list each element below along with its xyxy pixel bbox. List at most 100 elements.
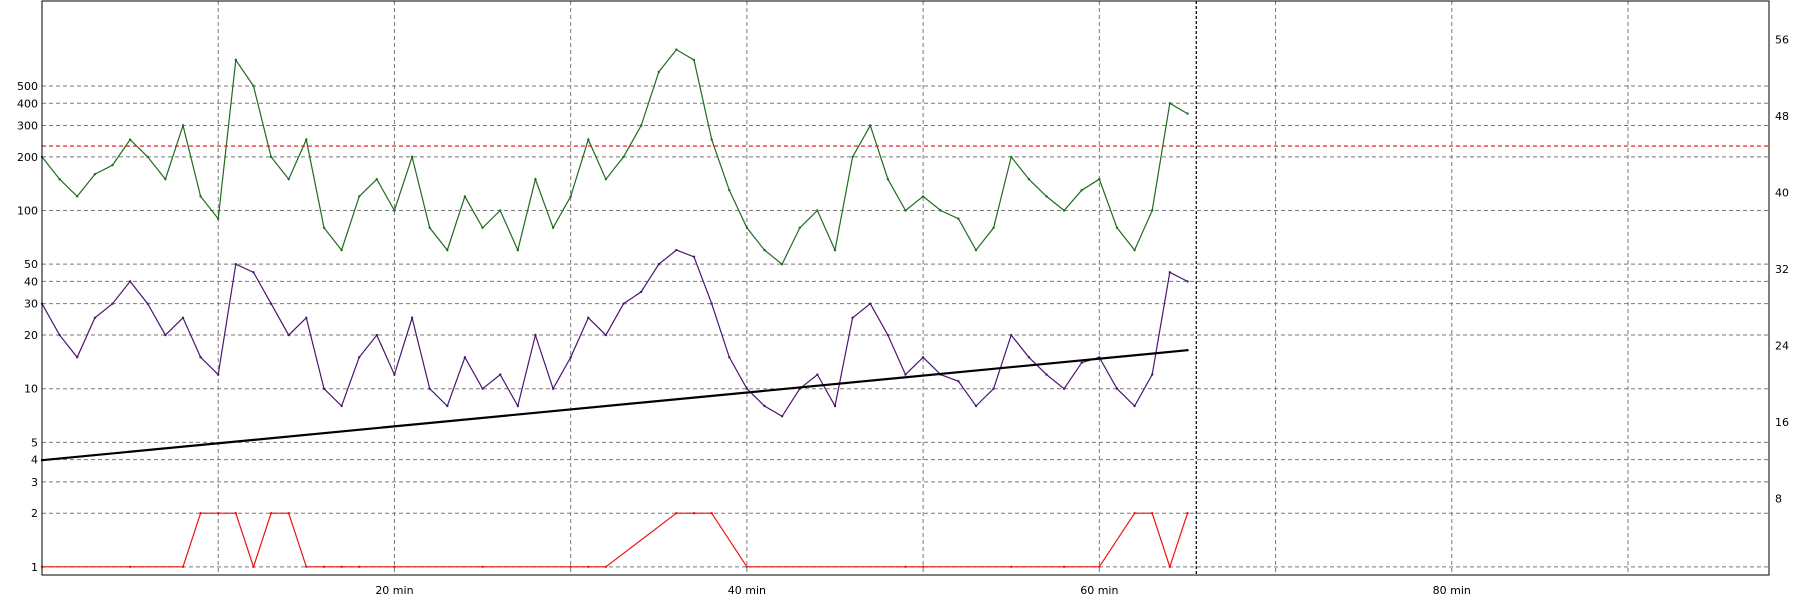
series-point-1 <box>322 387 326 390</box>
series-point-1 <box>128 280 132 283</box>
series-point-1 <box>1045 373 1048 376</box>
series-point-0 <box>974 248 978 252</box>
y-left-tick-label: 100 <box>17 205 38 218</box>
series-line-1 <box>41 249 1188 418</box>
y-right-tick-label: 56 <box>1775 33 1789 46</box>
series-point-3 <box>1168 565 1172 568</box>
x-tick-label: 60 min <box>1080 584 1118 597</box>
series-point-0 <box>622 155 625 159</box>
series-point-0 <box>886 178 890 181</box>
series-point-1 <box>1027 356 1031 359</box>
series-point-0 <box>375 178 378 181</box>
series-point-0 <box>446 248 449 252</box>
series-point-0 <box>516 248 519 252</box>
axes-layer: 20 min 40 min 60 min 80 min 1 2 3 4 5 10 20 30 40 50 1… <box>17 33 1789 597</box>
series-point-0 <box>217 217 220 220</box>
series-point-1 <box>886 333 890 337</box>
series-point-0 <box>410 155 414 159</box>
y-left-tick-label: 30 <box>24 298 38 311</box>
series-point-1 <box>181 316 185 319</box>
overlay-layer <box>42 1 1769 575</box>
y-left-tick-label: 500 <box>17 80 38 93</box>
y-left-tick-label: 3 <box>31 476 38 489</box>
series-point-1 <box>1080 361 1083 364</box>
series-point-0 <box>199 195 202 198</box>
series-point-0 <box>657 70 660 74</box>
series-point-3 <box>904 565 907 568</box>
x-tick-label: 80 min <box>1433 584 1471 597</box>
series-point-1 <box>657 263 660 266</box>
series-point-1 <box>1186 280 1189 283</box>
series-point-0 <box>393 209 396 212</box>
series-point-1 <box>692 255 696 258</box>
grid-layer <box>42 1 1769 575</box>
series-point-1 <box>93 316 97 319</box>
series-point-1 <box>710 302 713 305</box>
series-point-1 <box>1133 404 1136 408</box>
series-point-0 <box>1133 248 1136 252</box>
series-point-0 <box>957 217 960 220</box>
y-left-tick-label: 20 <box>24 329 38 342</box>
series-point-1 <box>305 316 308 319</box>
series-point-1 <box>111 302 114 305</box>
y-left-tick-label: 4 <box>31 454 38 467</box>
series-point-1 <box>869 302 872 305</box>
series-point-1 <box>340 404 343 408</box>
series-point-0 <box>322 226 326 229</box>
y-right-tick-label: 16 <box>1775 416 1789 429</box>
series-point-0 <box>728 189 731 192</box>
series-layer <box>40 48 1189 569</box>
series-point-1 <box>217 373 220 376</box>
series-point-0 <box>992 226 995 229</box>
series-point-0 <box>1062 209 1066 212</box>
series-point-0 <box>1080 189 1083 192</box>
series-point-0 <box>675 48 678 51</box>
series-point-3 <box>569 565 572 568</box>
series-point-3 <box>604 565 608 568</box>
series-point-1 <box>1115 387 1119 390</box>
series-point-3 <box>234 512 237 515</box>
series-point-1 <box>604 333 608 337</box>
series-point-0 <box>499 209 502 212</box>
y-left-tick-label: 400 <box>17 97 38 110</box>
series-point-1 <box>921 356 925 359</box>
series-point-3 <box>710 512 713 515</box>
y-left-tick-label: 40 <box>24 275 38 288</box>
series-point-3 <box>921 565 925 568</box>
series-point-3 <box>675 512 678 515</box>
series-point-1 <box>463 356 467 359</box>
series-point-1 <box>851 316 854 319</box>
series-point-0 <box>181 124 185 127</box>
series-point-3 <box>1062 565 1066 568</box>
series-point-0 <box>305 138 308 141</box>
series-point-1 <box>1062 387 1066 390</box>
series-point-3 <box>745 565 749 568</box>
series-point-1 <box>1010 333 1013 337</box>
series-point-1 <box>358 356 361 359</box>
series-point-3 <box>692 512 696 515</box>
series-point-0 <box>481 226 484 229</box>
series-point-0 <box>358 195 361 198</box>
series-point-0 <box>111 163 114 167</box>
series-point-1 <box>569 356 572 359</box>
series-point-1 <box>551 387 555 390</box>
series-point-3 <box>1151 512 1154 515</box>
series-point-0 <box>252 84 255 88</box>
series-point-0 <box>234 58 237 62</box>
series-point-3 <box>358 565 361 568</box>
series-point-0 <box>1151 209 1154 212</box>
series-point-0 <box>604 178 608 181</box>
series-point-1 <box>269 302 273 305</box>
series-point-1 <box>499 373 502 376</box>
series-point-0 <box>1098 178 1101 181</box>
series-point-0 <box>128 138 132 141</box>
y-right-tick-label: 24 <box>1775 339 1789 352</box>
series-point-3 <box>1098 565 1101 568</box>
series-point-0 <box>569 195 572 198</box>
series-point-0 <box>745 226 749 229</box>
series-point-1 <box>76 356 79 359</box>
series-point-3 <box>181 565 185 568</box>
series-point-0 <box>833 248 837 252</box>
series-point-1 <box>816 373 819 376</box>
